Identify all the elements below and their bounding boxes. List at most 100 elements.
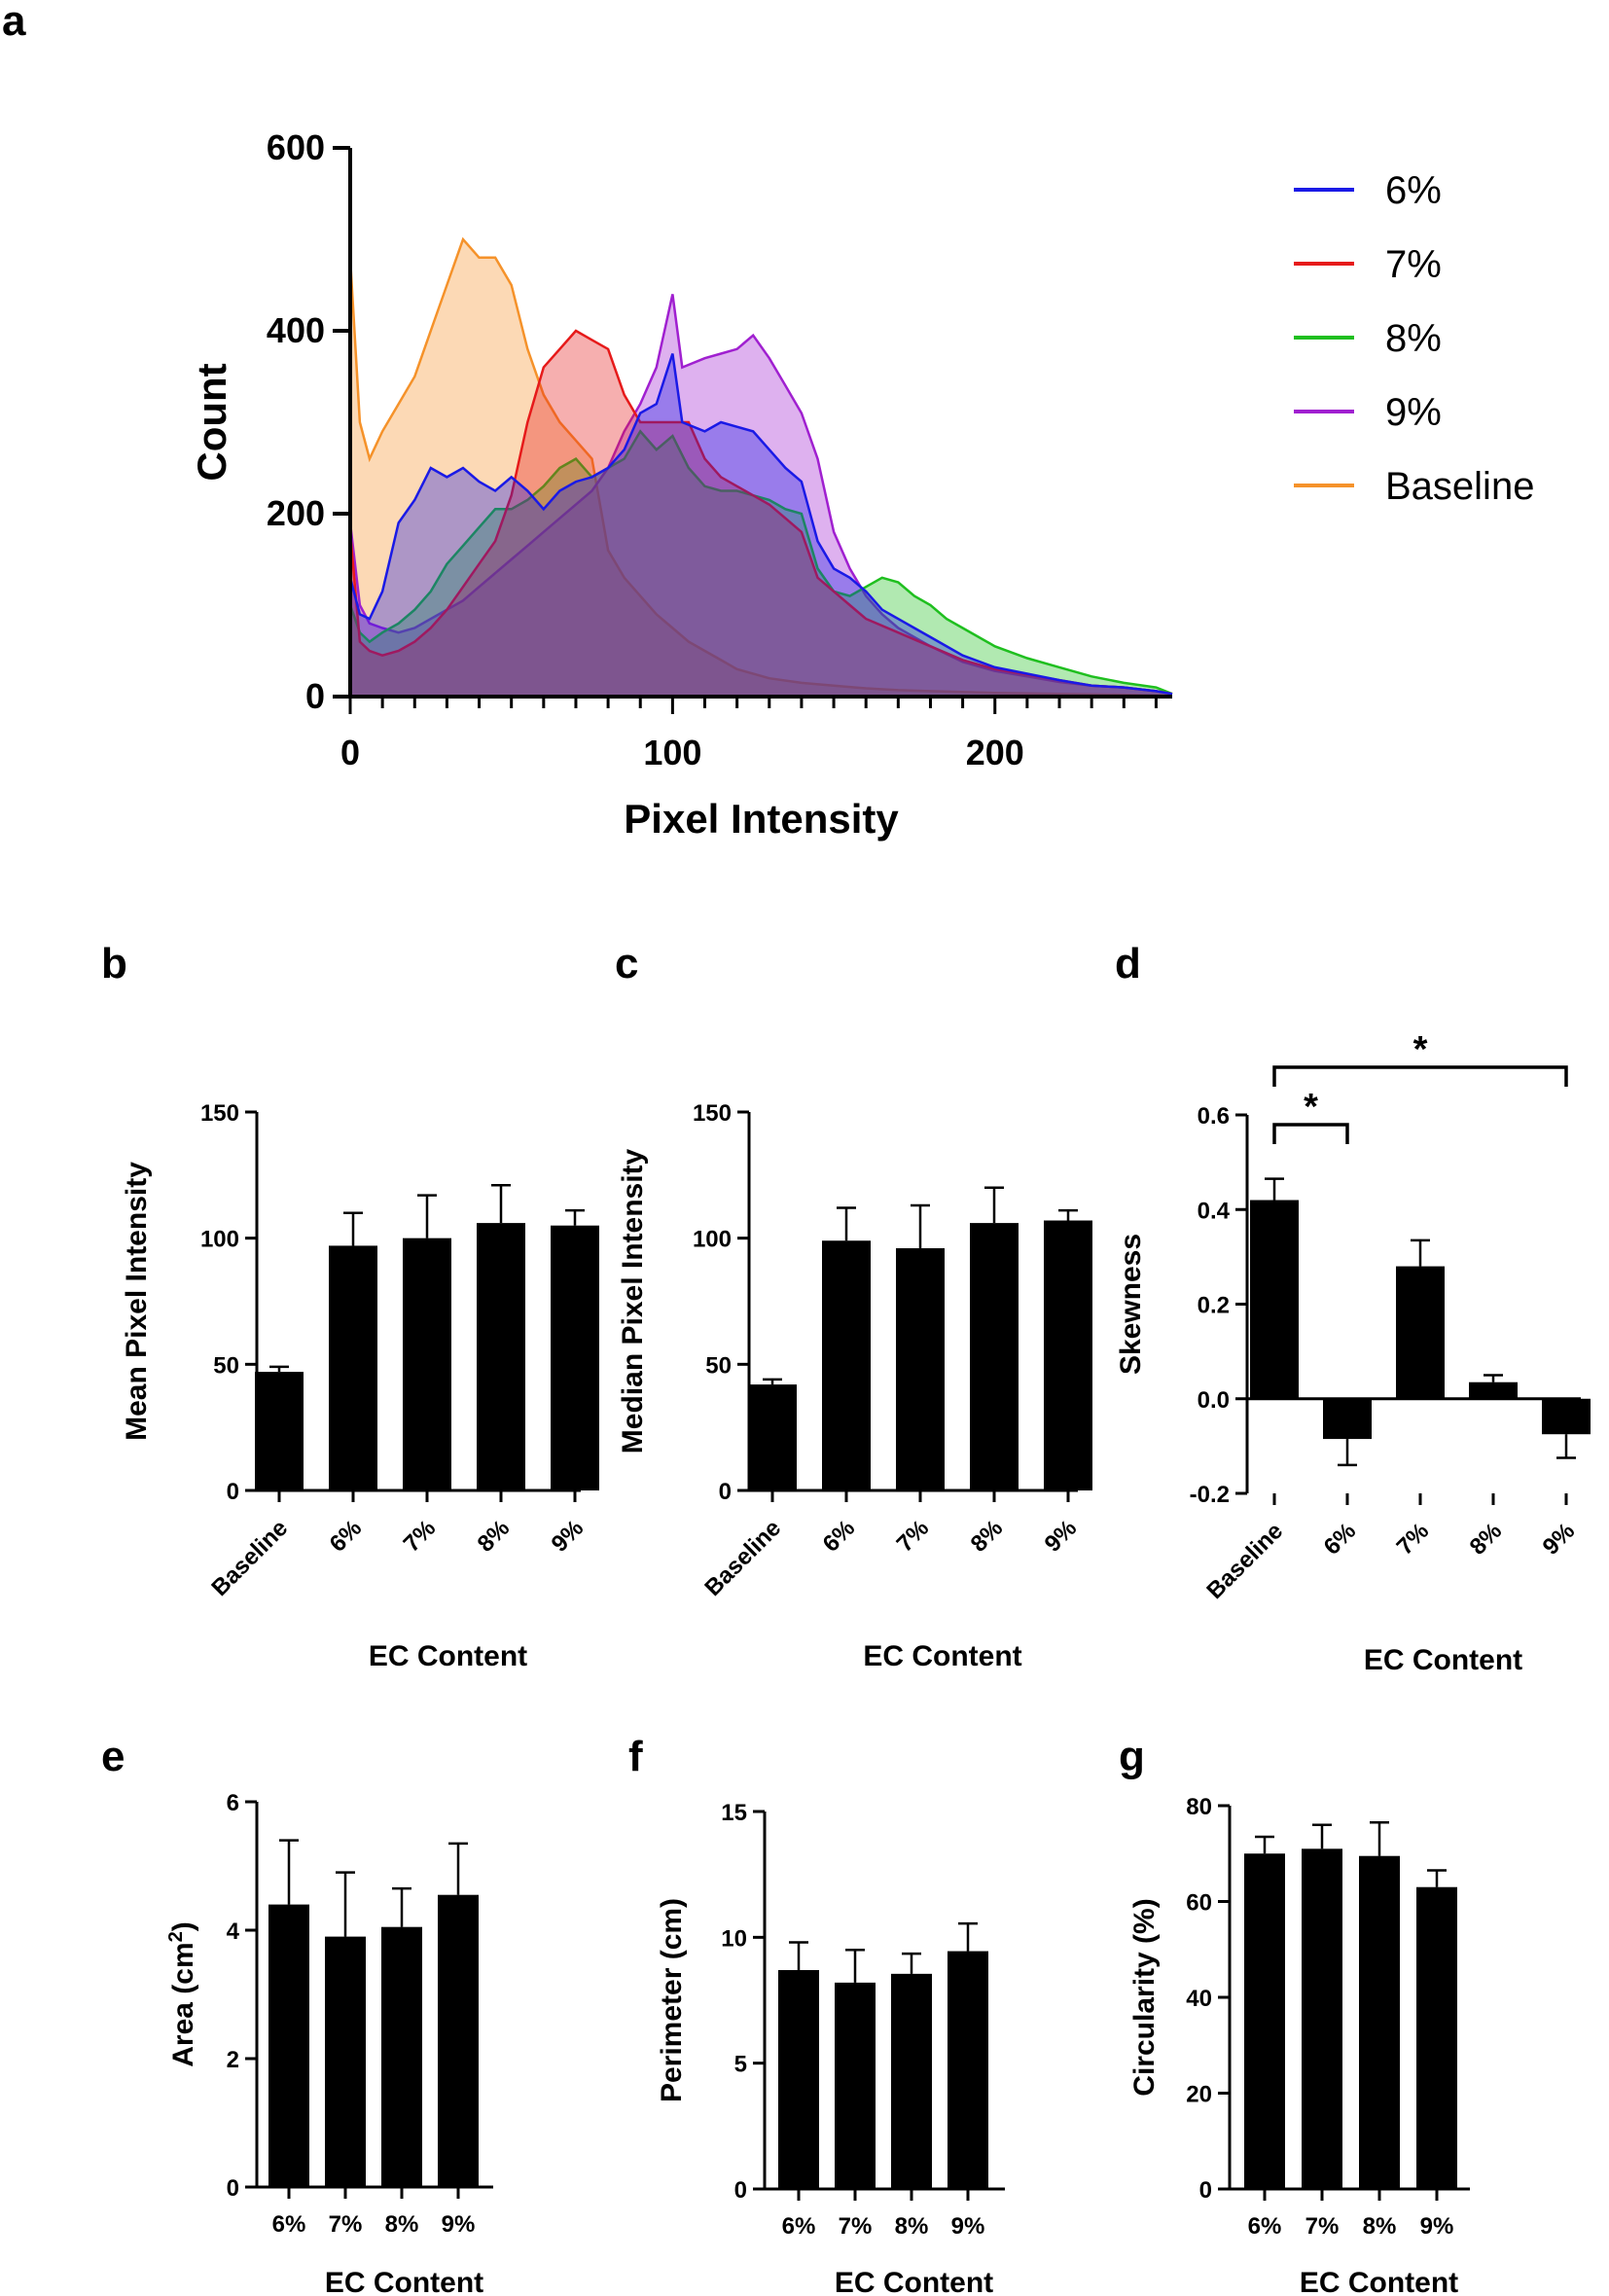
x-tick-label-9pct: 9% bbox=[1538, 1518, 1581, 1561]
x-tick-label-7pct: 7% bbox=[892, 1515, 935, 1558]
legend-label-7pct: 7% bbox=[1385, 243, 1442, 286]
bar-6pct bbox=[1244, 1853, 1285, 2189]
bar-6pct bbox=[778, 1969, 819, 2189]
y-tick-label: 2 bbox=[227, 2047, 239, 2073]
x-tick-label-7pct: 7% bbox=[1392, 1518, 1435, 1561]
y-tick-label: 0 bbox=[719, 1479, 732, 1505]
y-tick-label: 20 bbox=[1186, 2082, 1212, 2108]
significance-bracket-baseline-9pct bbox=[1272, 1065, 1568, 1087]
bar-6pct bbox=[329, 1245, 377, 1490]
x-axis-title: EC Content bbox=[369, 1640, 527, 1672]
y-axis-title-main: Mean Pixel Intensity bbox=[121, 1162, 153, 1441]
bar-7pct bbox=[1396, 1266, 1445, 1399]
bar-9pct bbox=[438, 1894, 479, 2187]
series-line-baseline bbox=[348, 236, 1173, 698]
x-tick-label-9pct: 9% bbox=[1040, 1515, 1083, 1558]
y-axis-title: Skewness bbox=[1115, 1234, 1147, 1375]
bar-8pct bbox=[970, 1223, 1019, 1490]
y-tick-label: 150 bbox=[693, 1100, 732, 1127]
series-area-6pct bbox=[350, 353, 1172, 697]
bar-6pct bbox=[1323, 1398, 1372, 1440]
x-axis-title: EC Content bbox=[863, 1640, 1021, 1672]
panel-letter-c: c bbox=[615, 940, 638, 987]
legend-label-9pct: 9% bbox=[1385, 391, 1442, 434]
bar-8pct bbox=[1469, 1381, 1518, 1399]
series-area-7pct bbox=[350, 331, 1172, 697]
significance-star-9pct: * bbox=[1413, 1029, 1428, 1070]
bar-7pct bbox=[403, 1238, 451, 1490]
y-tick-label: 0 bbox=[305, 676, 325, 716]
histogram-chart-a: 0 200 400 600 0 100 200 Pixel Intensity Count 6% 7… bbox=[189, 127, 1534, 842]
x-tick-label-7pct: 7% bbox=[839, 2213, 873, 2240]
x-tick-label-baseline: Baseline bbox=[1201, 1518, 1288, 1604]
series-line-8pct bbox=[348, 429, 1173, 696]
y-tick-label: 40 bbox=[1186, 1986, 1212, 2012]
legend-label-8pct: 8% bbox=[1385, 317, 1442, 360]
y-tick-label: 0 bbox=[227, 2175, 239, 2202]
x-tick-label: 100 bbox=[643, 733, 701, 772]
x-tick-label-6pct: 6% bbox=[818, 1515, 861, 1558]
bar-7pct bbox=[896, 1248, 945, 1490]
significance-star-6pct: * bbox=[1304, 1087, 1318, 1128]
legend-label-6pct: 6% bbox=[1385, 169, 1442, 212]
y-tick-label: 6 bbox=[227, 1790, 239, 1816]
bar-chart-b: 0 50 100 150 Baseline 6% 7% 8% 9% EC Content Mean … bbox=[121, 1100, 599, 1672]
x-tick-label: 200 bbox=[966, 733, 1024, 772]
bar-baseline bbox=[1250, 1200, 1299, 1399]
bar-8pct bbox=[477, 1223, 525, 1490]
bar-chart-d: -0.2 0.0 0.2 0.4 0.6 Baseline 6% 7% 8% 9% EC Conte… bbox=[1115, 1029, 1591, 1676]
x-tick-label-8pct: 8% bbox=[385, 2211, 419, 2238]
bar-7pct bbox=[325, 1936, 366, 2187]
y-axis-title-main: Skewness bbox=[1115, 1234, 1147, 1375]
x-tick-label-7pct: 7% bbox=[1305, 2213, 1340, 2240]
bar-8pct bbox=[891, 1973, 932, 2189]
x-tick-label: 0 bbox=[340, 733, 360, 772]
x-tick-label-9pct: 9% bbox=[442, 2211, 476, 2238]
x-axis-title: EC Content bbox=[1364, 1644, 1522, 1676]
y-axis-title-end: ) bbox=[167, 1921, 199, 1931]
x-axis-title: EC Content bbox=[325, 2267, 483, 2296]
panel-letter-b: b bbox=[101, 940, 127, 987]
legend-label-baseline: Baseline bbox=[1385, 465, 1534, 508]
y-axis-title: Median Pixel Intensity bbox=[617, 1148, 649, 1453]
x-tick-label-8pct: 8% bbox=[473, 1515, 516, 1558]
x-axis-title: EC Content bbox=[1300, 2267, 1458, 2296]
y-tick-label: 0 bbox=[1199, 2177, 1212, 2204]
y-axis-title: Area (cm2) bbox=[165, 1921, 199, 2067]
panel-letter-g: g bbox=[1119, 1733, 1145, 1780]
bar-9pct bbox=[948, 1951, 988, 2189]
bar-8pct bbox=[1359, 1855, 1400, 2189]
y-axis-title: Count bbox=[189, 363, 234, 481]
x-tick-label-6pct: 6% bbox=[1319, 1518, 1362, 1561]
bar-9pct bbox=[1542, 1398, 1591, 1435]
bar-7pct bbox=[835, 1982, 876, 2189]
bar-chart-g: 0 20 40 60 80 6% 7% 8% 9% EC Content Circularity (… bbox=[1128, 1794, 1470, 2296]
y-tick-label: 0 bbox=[734, 2177, 747, 2204]
x-tick-label-9pct: 9% bbox=[547, 1515, 590, 1558]
series-line-7pct bbox=[348, 329, 1173, 696]
significance-bracket-baseline-6pct bbox=[1272, 1123, 1349, 1144]
bar-baseline bbox=[748, 1384, 797, 1490]
y-tick-label: 0.0 bbox=[1198, 1387, 1230, 1414]
bar-8pct bbox=[381, 1926, 422, 2187]
x-tick-label-9pct: 9% bbox=[951, 2213, 985, 2240]
x-tick-label-8pct: 8% bbox=[1363, 2213, 1397, 2240]
y-tick-label: 0.6 bbox=[1198, 1103, 1230, 1130]
x-tick-label-8pct: 8% bbox=[895, 2213, 929, 2240]
y-tick-label: 0.2 bbox=[1198, 1293, 1230, 1319]
x-tick-label-6pct: 6% bbox=[1248, 2213, 1282, 2240]
y-axis-title-main: Perimeter (cm) bbox=[656, 1898, 688, 2102]
series-area-baseline bbox=[350, 239, 1172, 697]
y-tick-label: 80 bbox=[1186, 1794, 1212, 1820]
y-axis-title-main: Circularity (%) bbox=[1128, 1898, 1161, 2096]
y-tick-label: 150 bbox=[200, 1100, 239, 1127]
y-axis-title-main: Median Pixel Intensity bbox=[617, 1148, 649, 1453]
bar-chart-c: 0 50 100 150 Baseline 6% 7% 8% 9% EC Content Media… bbox=[617, 1100, 1092, 1672]
y-tick-label: 0 bbox=[227, 1479, 239, 1505]
x-tick-label-baseline: Baseline bbox=[699, 1515, 786, 1601]
bar-6pct bbox=[268, 1904, 309, 2187]
bar-chart-f: 0 5 10 15 6% 7% 8% 9% EC Content Perimeter (cm) bbox=[656, 1800, 1005, 2296]
x-tick-label-8pct: 8% bbox=[966, 1515, 1009, 1558]
x-tick-label-6pct: 6% bbox=[325, 1515, 368, 1558]
